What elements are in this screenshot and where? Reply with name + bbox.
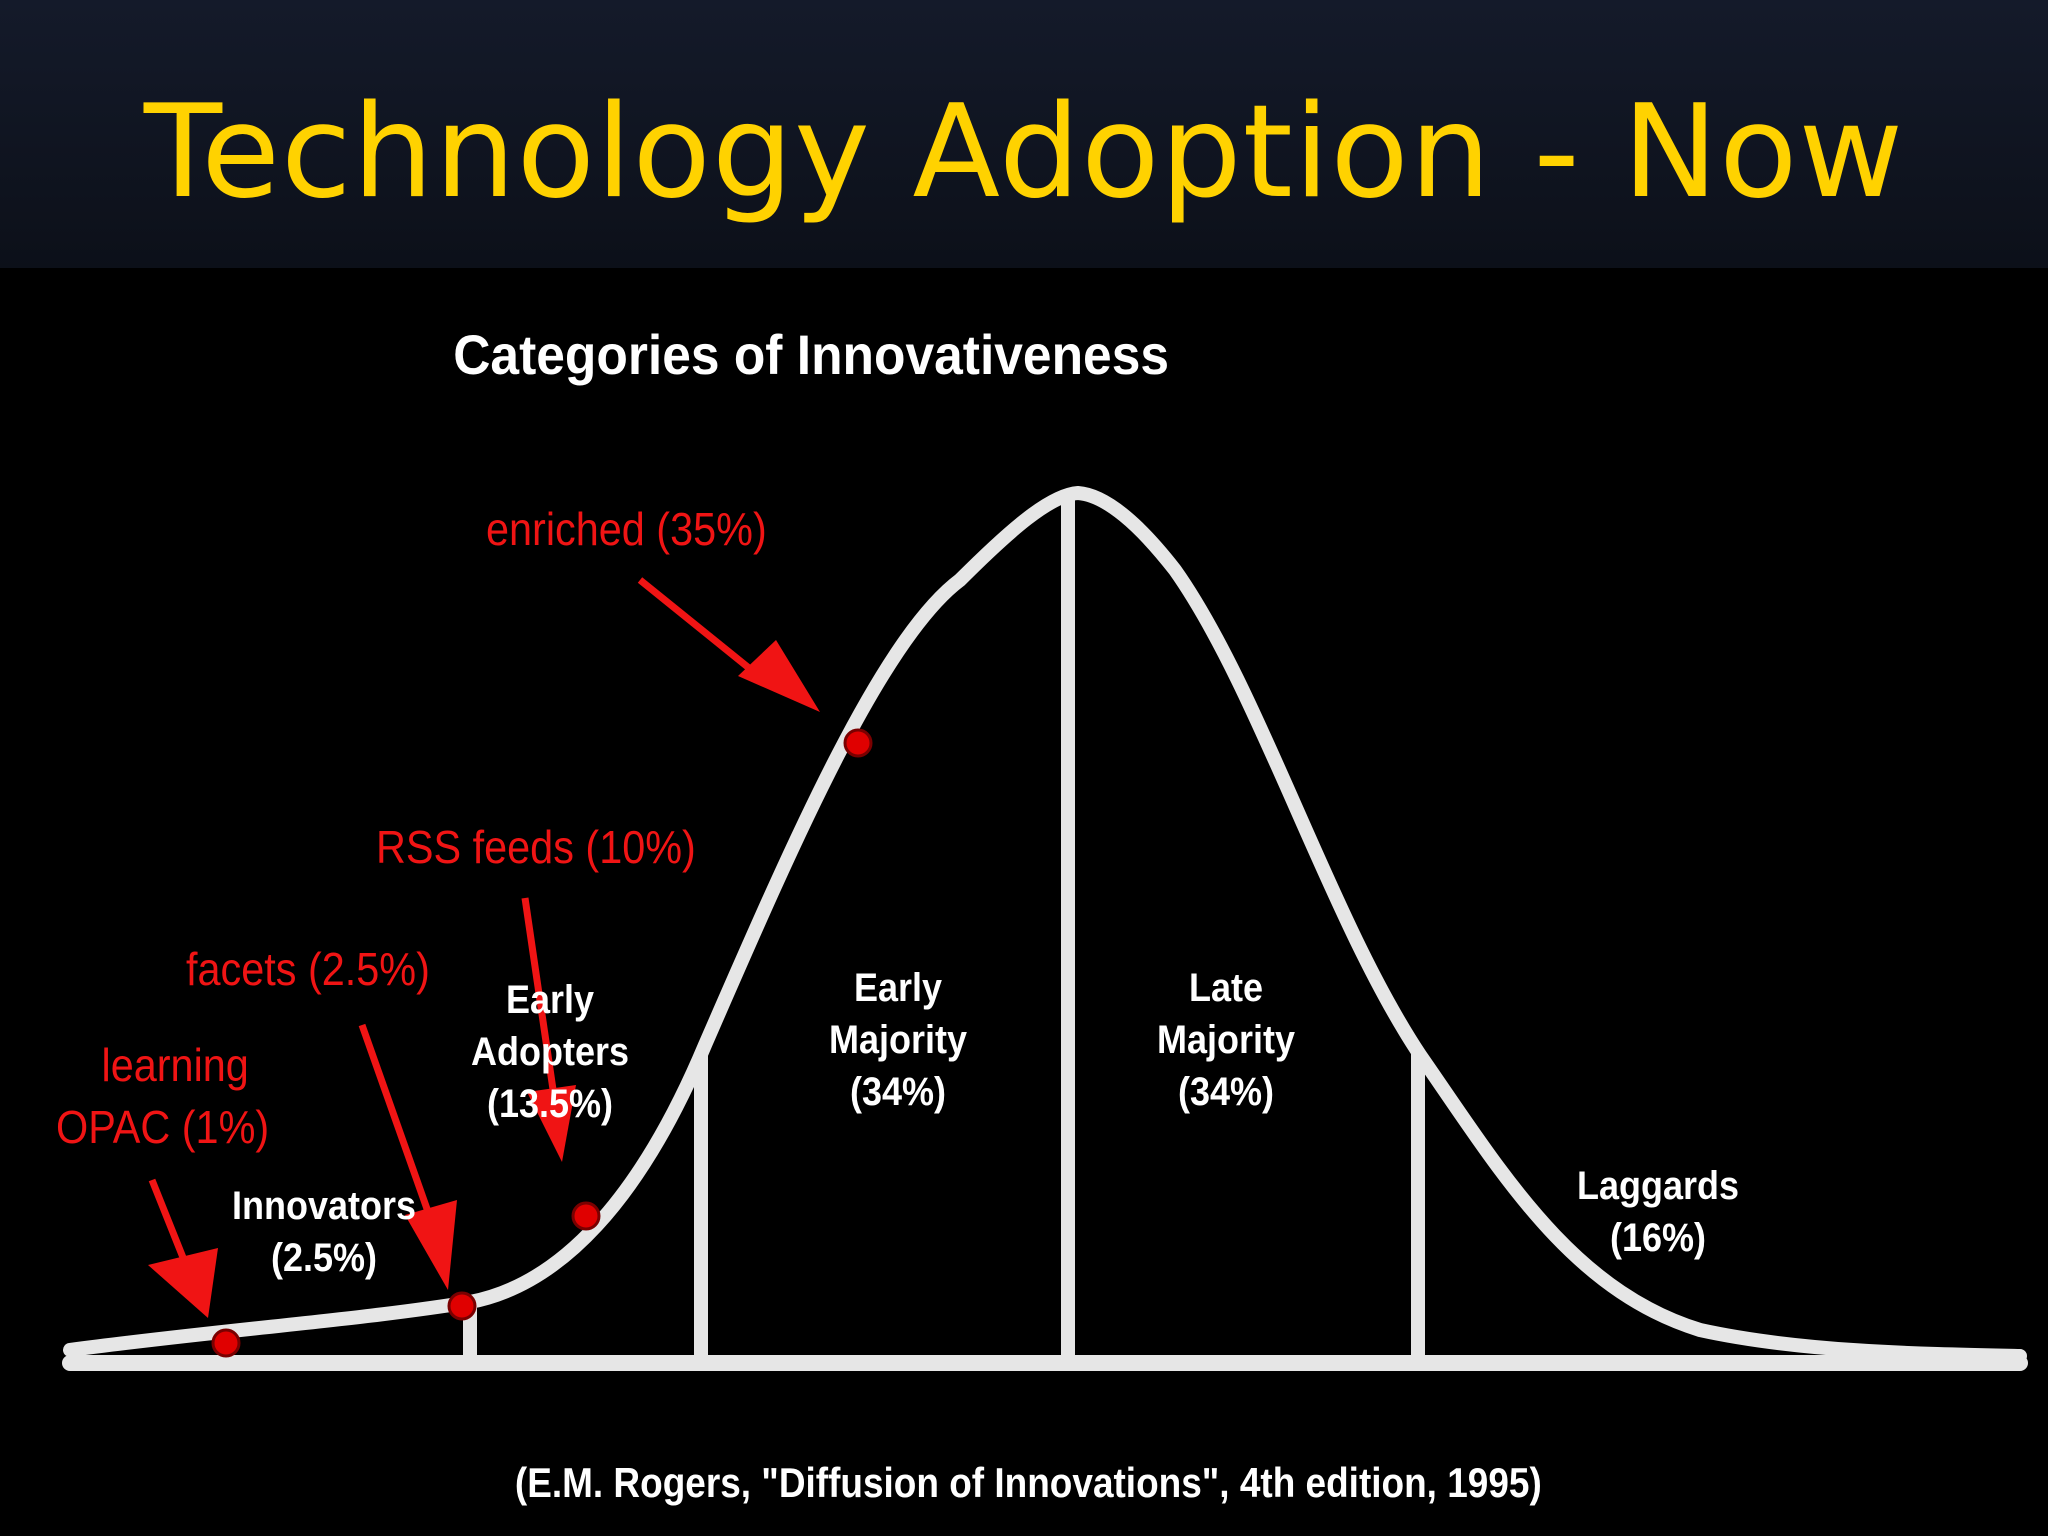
title-band	[0, 0, 2048, 268]
citation: (E.M. Rogers, "Diffusion of Innovations"…	[514, 1459, 1542, 1506]
annotation-label-rss-feeds: RSS feeds (10%)	[376, 821, 696, 873]
arrow-rss-feeds-head	[527, 1085, 576, 1162]
segment-label-laggards: Laggards (16%)	[1576, 1164, 1740, 1260]
arrow-facets	[358, 1023, 442, 1242]
segment-label-early-adopters: Early Adopters (13.5%)	[470, 978, 630, 1126]
slide-title: Technology Adoption - Now	[143, 78, 1905, 227]
segment-label-late-majority: Late Majority (34%)	[1156, 966, 1296, 1114]
arrow-rss-feeds	[521, 897, 560, 1111]
annotation-label-learning-opac: learning OPAC (1%)	[56, 1039, 270, 1153]
bell-curve	[63, 486, 2027, 1363]
arrow-facets-head	[405, 1200, 457, 1290]
annotation-label-facets: facets (2.5%)	[186, 943, 430, 995]
segment-label-early-majority: Early Majority (34%)	[828, 966, 968, 1114]
diagram-title: Categories of Innovativeness	[453, 323, 1169, 386]
dot-learning-opac	[211, 1328, 241, 1358]
segment-label-innovators: Innovators (2.5%)	[231, 1184, 417, 1280]
dot-rss-feeds	[571, 1201, 601, 1231]
dot-enriched	[843, 728, 873, 758]
arrow-enriched-head	[738, 640, 820, 712]
annotation-label-enriched: enriched (35%)	[486, 503, 767, 555]
dot-facets	[447, 1291, 477, 1321]
arrow-learning-opac-head	[148, 1248, 218, 1318]
